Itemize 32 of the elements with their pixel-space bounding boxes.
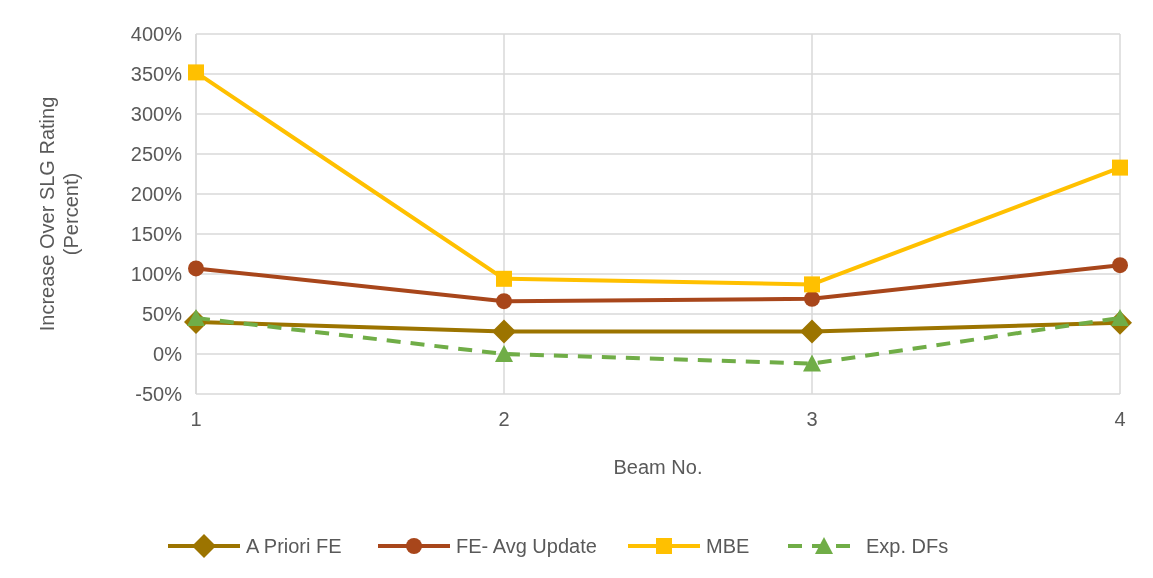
y-tick-label: 400% [130, 23, 183, 45]
y-tick-label: 350% [130, 63, 183, 85]
point [804, 276, 820, 293]
legend-label: Exp. DFs [866, 535, 949, 557]
point [496, 293, 512, 310]
point [800, 319, 824, 344]
y-axis-title: Increase Over SLG Rating (Percent) [36, 96, 82, 332]
legend-label: A Priori FE [246, 535, 342, 557]
x-axis-title: Beam No. [613, 456, 703, 478]
x-tick-label: 3 [806, 408, 818, 430]
point [495, 345, 513, 362]
y-tick-label: 250% [130, 143, 183, 165]
x-tick-label: 4 [1114, 408, 1126, 430]
y-tick-label: 50% [141, 303, 183, 325]
point [188, 64, 204, 81]
x-tick-label: 2 [498, 408, 510, 430]
point [1112, 257, 1128, 274]
point [496, 270, 512, 287]
y-tick-label: 300% [130, 103, 183, 125]
y-tick-label: 200% [130, 183, 183, 205]
point [492, 319, 516, 344]
point [803, 354, 821, 372]
legend-label: FE- Avg Update [456, 535, 597, 557]
legend-label: MBE [706, 535, 750, 557]
x-tick-label: 1 [190, 408, 202, 430]
point [1112, 159, 1128, 176]
y-tick-label: 100% [130, 263, 183, 285]
y-tick-label: -50% [135, 383, 183, 405]
point [804, 290, 820, 307]
y-tick-label: 0% [153, 343, 183, 365]
point [188, 260, 204, 277]
y-tick-label: 150% [130, 223, 183, 245]
